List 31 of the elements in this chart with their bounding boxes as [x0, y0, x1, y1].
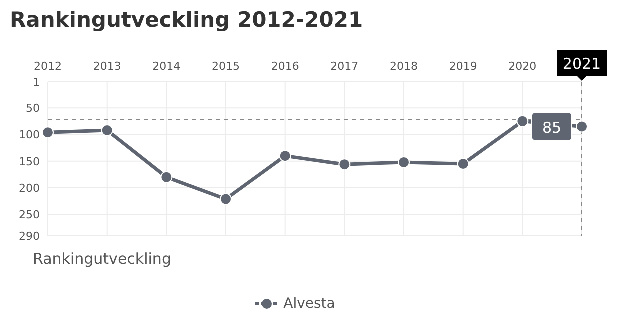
x-tick-label: 2015	[212, 60, 240, 73]
x-tick-label: 2013	[93, 60, 122, 73]
point	[101, 124, 114, 136]
x-tick-label: 2016	[271, 60, 300, 73]
point	[160, 171, 173, 184]
point	[398, 156, 410, 168]
text: Rankingutveckling	[32, 250, 172, 270]
x-tick-label: 2020	[508, 60, 537, 73]
chart-title: Rankingutveckling 2012-2021	[9, 8, 364, 34]
point	[220, 193, 232, 206]
point	[457, 158, 470, 170]
x-tick-label: 2021	[562, 55, 602, 73]
point	[279, 150, 292, 162]
x-tick-label: 2014	[152, 60, 181, 73]
y-tick-label: 250	[19, 208, 40, 222]
x-tick-label: 2018	[390, 60, 418, 73]
point	[338, 158, 351, 171]
data-label: 85	[542, 118, 562, 137]
y-tick-label: 290	[19, 230, 40, 243]
y-tick-label: 1	[33, 76, 40, 89]
x-tick-label: 2012	[34, 60, 62, 73]
y-tick-label: 150	[19, 155, 40, 168]
point	[576, 120, 588, 133]
y-tick-label: 100	[19, 128, 40, 142]
y-tick-label: 50	[26, 102, 40, 116]
legend-label: Alvesta	[284, 296, 336, 312]
x-tick-label: 2019	[449, 60, 478, 73]
point	[516, 115, 529, 128]
x-tick-label: 2017	[330, 60, 359, 73]
y-tick-label: 200	[19, 182, 40, 195]
point	[42, 126, 54, 139]
